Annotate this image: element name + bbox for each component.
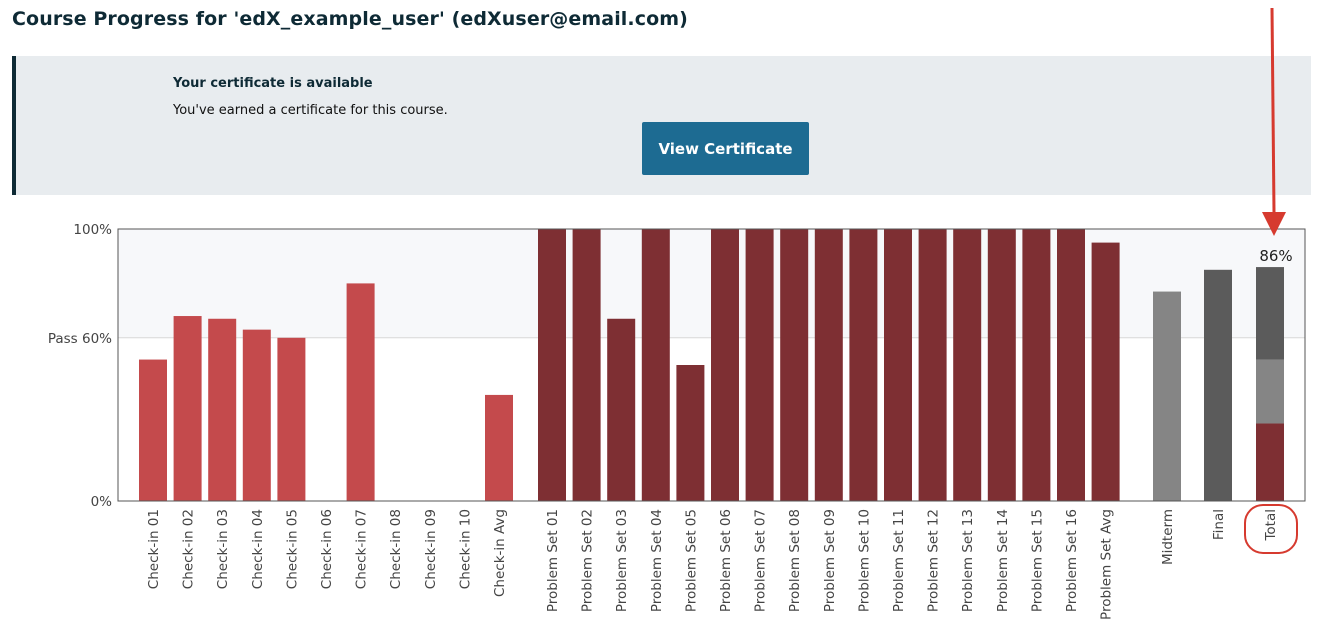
bar-problem-set-10: [849, 229, 878, 501]
bar-problem-set-04: [641, 229, 670, 501]
bar-check-in-01: [139, 359, 167, 501]
bar-final: [1204, 269, 1232, 501]
annotation-arrow-shaft: [1270, 7, 1276, 213]
page-title: Course Progress for 'edX_example_user' (…: [12, 8, 688, 30]
x-category-label: Problem Set 01: [545, 509, 561, 612]
x-category-label: Problem Set 10: [856, 509, 872, 612]
x-category-label: Check-in 01: [146, 509, 162, 589]
x-category-label: Problem Set 12: [926, 509, 942, 612]
bar-problem-set-07: [745, 229, 774, 501]
total-value-label: 86%: [1259, 247, 1292, 265]
y-tick-label: 100%: [73, 222, 112, 238]
certificate-banner: Your certificate is available You've ear…: [12, 56, 1311, 195]
bar-total-midterm: [1256, 359, 1284, 424]
bar-problem-set-06: [711, 229, 739, 501]
bar-problem-set-01: [538, 229, 566, 501]
bar-problem-set-avg: [1091, 242, 1120, 501]
x-category-label: Problem Set 11: [891, 509, 907, 612]
bar-check-in-07: [346, 283, 375, 501]
x-category-label: Problem Set 09: [822, 509, 838, 612]
bar-check-in-03: [208, 318, 237, 501]
bar-problem-set-16: [1057, 229, 1085, 501]
y-tick-label: 0%: [91, 494, 113, 510]
x-category-label: Problem Set 05: [683, 509, 699, 612]
bar-problem-set-02: [572, 229, 601, 501]
x-category-label: Problem Set 04: [649, 509, 665, 612]
x-category-label: Check-in 04: [250, 509, 266, 589]
annotation-arrow-head: [1262, 212, 1286, 236]
bar-midterm: [1153, 291, 1181, 501]
x-category-label: Check-in 05: [284, 509, 300, 589]
x-category-label: Problem Set 13: [960, 509, 976, 612]
bar-check-in-avg: [485, 394, 513, 501]
certificate-message: You've earned a certificate for this cou…: [173, 103, 448, 118]
x-category-label: Problem Set 07: [753, 509, 769, 612]
x-category-label: Check-in 07: [354, 509, 370, 589]
bar-problem-set-05: [676, 365, 705, 501]
x-category-label: Check-in 06: [319, 509, 335, 589]
bar-problem-set-13: [953, 229, 982, 501]
x-category-label: Check-in 08: [388, 509, 404, 589]
x-category-label: Check-in 10: [457, 509, 473, 589]
x-category-label: Problem Set 03: [614, 509, 630, 612]
y-tick-label: Pass 60%: [48, 331, 112, 347]
bar-total-problemset: [1256, 423, 1284, 501]
bar-check-in-05: [277, 337, 306, 501]
plot-frame: [117, 228, 1306, 502]
bar-problem-set-15: [1022, 229, 1051, 501]
x-category-label: Total: [1263, 509, 1279, 542]
x-category-label: Problem Set Avg: [1099, 509, 1115, 620]
x-category-label: Problem Set 08: [787, 509, 803, 612]
bar-problem-set-09: [814, 229, 843, 501]
annotation-circle: [1244, 504, 1298, 554]
bar-check-in-04: [242, 329, 271, 501]
x-category-label: Final: [1211, 509, 1227, 540]
bar-problem-set-14: [987, 229, 1016, 501]
bar-check-in-02: [173, 316, 202, 501]
view-certificate-button[interactable]: View Certificate: [642, 122, 809, 175]
x-category-label: Problem Set 14: [995, 509, 1011, 612]
x-category-label: Problem Set 15: [1029, 509, 1045, 612]
x-category-label: Check-in 02: [181, 509, 197, 589]
bar-problem-set-11: [884, 229, 912, 501]
bar-problem-set-12: [918, 229, 947, 501]
x-category-label: Check-in Avg: [492, 509, 508, 597]
x-category-label: Problem Set 02: [580, 509, 596, 612]
x-category-label: Problem Set 16: [1064, 509, 1080, 612]
x-category-label: Problem Set 06: [718, 509, 734, 612]
bar-problem-set-08: [780, 229, 809, 501]
bar-problem-set-03: [607, 318, 636, 501]
x-category-label: Check-in 09: [423, 509, 439, 589]
certificate-heading: Your certificate is available: [173, 76, 373, 91]
x-category-label: Midterm: [1160, 509, 1176, 565]
bar-total-final: [1256, 267, 1284, 360]
x-category-label: Check-in 03: [215, 509, 231, 589]
